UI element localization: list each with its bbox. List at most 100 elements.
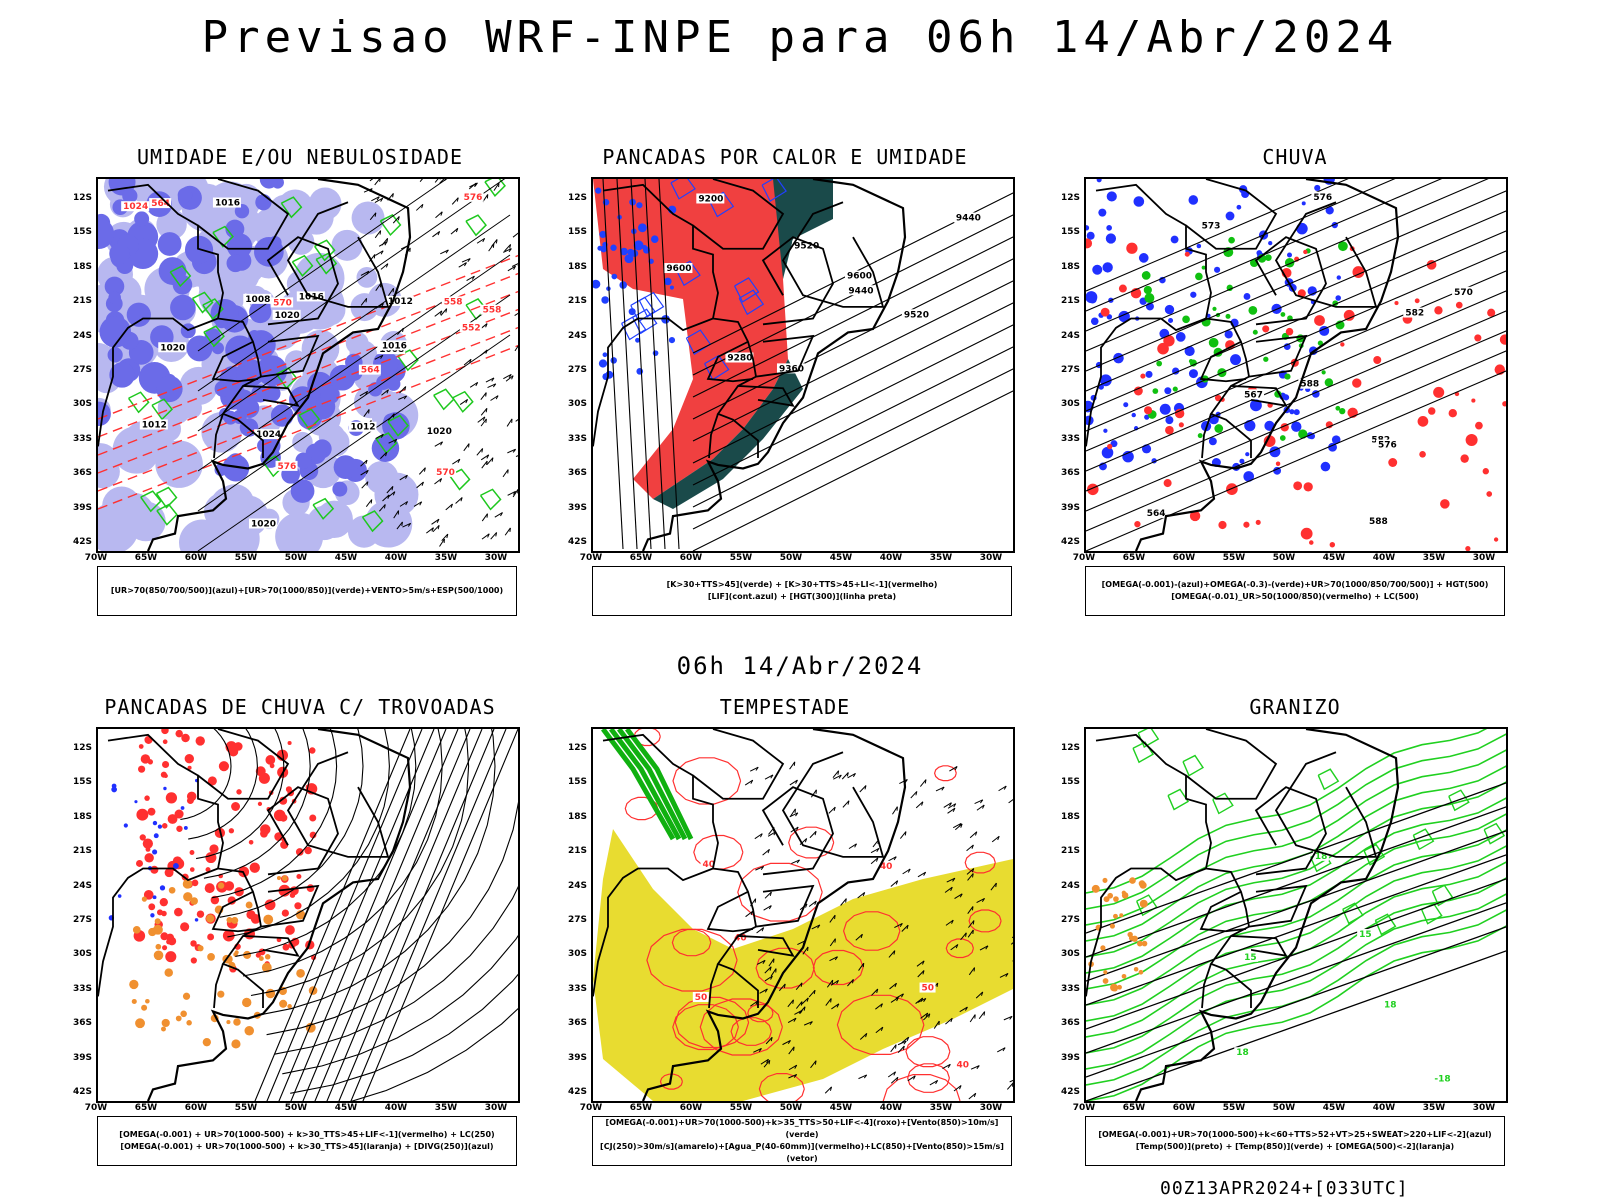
latitude-label: 21S	[72, 296, 92, 307]
longitude-label: 55W	[234, 1103, 258, 1113]
contour-label: 15	[1359, 930, 1372, 940]
latitude-label: 39S	[1060, 502, 1080, 513]
longitude-label: 35W	[1422, 1103, 1446, 1113]
latitude-label: 27S	[1060, 915, 1080, 925]
longitude-label: 65W	[629, 553, 653, 563]
longitude-label: 60W	[1172, 553, 1196, 563]
contour-label: 9600	[847, 272, 872, 282]
forecast-time-title: 06h 14/Abr/2024	[676, 652, 924, 680]
wind-vectors	[359, 179, 518, 547]
latitude-label: 27S	[567, 365, 587, 375]
panel-title: TEMPESTADE	[719, 695, 851, 719]
contour-label: 9440	[956, 214, 981, 224]
contour-label: 9200	[698, 194, 723, 204]
latitude-label: 42S	[1060, 1087, 1080, 1097]
latitude-label: 18S	[1060, 261, 1080, 272]
latitude-label: 30S	[567, 949, 587, 960]
contour-label: 1020	[160, 343, 185, 353]
latitude-label: 36S	[1060, 468, 1080, 479]
panel-title: UMIDADE E/OU NEBULOSIDADE	[136, 145, 464, 169]
legend-line: [CJ(250)>30m/s](amarelo)+[Agua_P(40-60mm…	[600, 1142, 1004, 1163]
legend-line: [OMEGA(-0.01)_UR>50(1000/850)(vermelho) …	[1171, 592, 1419, 601]
map-borders	[1086, 179, 1400, 551]
longitude-label: 45W	[1322, 1103, 1346, 1113]
longitude-label: 30W	[979, 553, 1003, 563]
longitude-label: 70W	[579, 553, 603, 563]
panel-legend: [OMEGA(-0.001) + UR>70(1000-500) + k>30_…	[97, 1116, 517, 1166]
latitude-label: 30S	[72, 949, 92, 960]
contour-label: 576	[1313, 193, 1332, 203]
latitude-label: 27S	[1060, 365, 1080, 375]
latitude-label: 36S	[72, 468, 92, 479]
longitude-label: 35W	[434, 553, 458, 563]
run-time-label: 00Z13APR2024+[033UTC]	[1160, 1178, 1409, 1199]
jet-stream-area	[593, 829, 1013, 1101]
latitude-label: 12S	[1060, 743, 1080, 753]
contour-label: 558	[444, 297, 463, 307]
longitude-label: 35W	[1422, 553, 1446, 563]
latitude-label: 36S	[72, 1018, 92, 1029]
longitude-label: 30W	[979, 1103, 1003, 1113]
longitude-label: 70W	[84, 1103, 108, 1113]
latitude-label: 42S	[567, 1087, 587, 1097]
humidity-low-level-contours	[127, 179, 506, 533]
contour-label: 40	[957, 1061, 970, 1071]
contour-label: 588	[1300, 380, 1319, 390]
panel-title: PANCADAS POR CALOR E UMIDADE	[602, 145, 968, 169]
forecast-map: 40 50 40 40 50 40	[591, 727, 1015, 1103]
contour-label: 564	[1147, 509, 1166, 519]
latitude-label: 21S	[1060, 846, 1080, 857]
longitude-label: 35W	[929, 553, 953, 563]
contour-label: 15	[1244, 953, 1257, 963]
longitude-label: 55W	[234, 553, 258, 563]
contour-label: 570	[1454, 288, 1473, 298]
contour-labels: 1008101210081016101210161016102010121020…	[139, 197, 453, 529]
contour-label: 1024	[123, 202, 148, 212]
contour-label: 558	[483, 306, 502, 316]
temp-500-contours	[1086, 782, 1506, 1101]
longitude-label: 60W	[679, 553, 703, 563]
contour-label: 9520	[794, 242, 819, 252]
contour-label: 50	[695, 993, 708, 1003]
latitude-label: 39S	[72, 502, 92, 513]
lifted-index-contours	[593, 187, 677, 381]
longitude-label: 55W	[1222, 553, 1246, 563]
contour-label: 1016	[382, 341, 407, 351]
latitude-label: 18S	[567, 261, 587, 272]
omega-red-area	[1086, 238, 1506, 551]
contour-label: 9600	[666, 264, 691, 274]
contour-label: 588	[1369, 517, 1388, 527]
forecast-map: 9600 9520 9440 9360 9280 9200 9600 9520 9440	[591, 177, 1015, 553]
contour-label: 576	[1378, 441, 1397, 451]
contour-labels: 18 18 15 18 15 -18	[1234, 850, 1455, 1084]
longitude-label: 70W	[1072, 553, 1096, 563]
panel-legend: [K>30+TTS>45](verde) + [K>30+TTS>45+LI<-…	[592, 566, 1012, 616]
contour-label: 567	[1244, 390, 1263, 400]
streamlines-east	[254, 729, 518, 1101]
contour-label: 9360	[779, 364, 804, 374]
contour-label: 40	[880, 862, 893, 872]
longitude-label: 65W	[629, 1103, 653, 1113]
latitude-label: 39S	[567, 502, 587, 513]
latitude-label: 24S	[72, 880, 92, 891]
longitude-label: 35W	[434, 1103, 458, 1113]
longitude-label: 40W	[1372, 1103, 1396, 1113]
latitude-label: 12S	[1060, 193, 1080, 203]
latitude-label: 42S	[72, 537, 92, 547]
panel-legend: [UR>70(850/700/500)](azul)+[UR>70(1000/8…	[97, 566, 517, 616]
longitude-label: 60W	[184, 1103, 208, 1113]
longitude-label: 30W	[484, 1103, 508, 1113]
forecast-map: 588582576570564588582576573567	[1084, 177, 1508, 553]
longitude-label: 60W	[679, 1103, 703, 1113]
latitude-label: 18S	[72, 261, 92, 272]
longitude-label: 70W	[579, 1103, 603, 1113]
longitude-label: 40W	[879, 553, 903, 563]
latitude-label: 21S	[567, 846, 587, 857]
latitude-label: 42S	[567, 537, 587, 547]
legend-line: [OMEGA(-0.001)+UR>70(1000-500)+k>35_TTS>…	[605, 1118, 999, 1139]
longitude-label: 70W	[84, 553, 108, 563]
longitude-label: 70W	[1072, 1103, 1096, 1113]
latitude-label: 42S	[1060, 537, 1080, 547]
longitude-label: 65W	[1122, 553, 1146, 563]
latitude-label: 24S	[1060, 330, 1080, 341]
